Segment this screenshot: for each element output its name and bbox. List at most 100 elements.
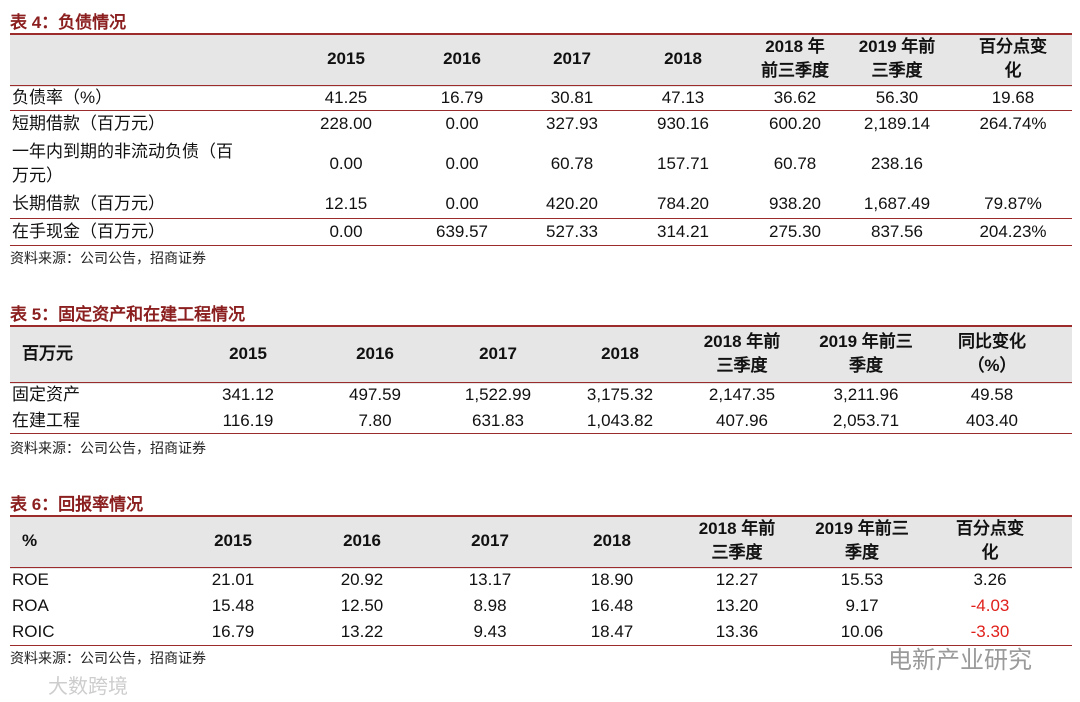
header-cell: 百分点变 化 [956, 519, 1024, 562]
source-note: 资料来源：公司公告，招商证券 [10, 250, 206, 266]
value-cell: 9.17 [845, 595, 879, 615]
value-cell: 639.57 [436, 221, 488, 241]
value-cell: 60.78 [773, 154, 817, 173]
row-label: ROA [12, 595, 49, 615]
value-cell: 837.56 [871, 221, 923, 241]
table-title: 表 6：回报率情况 [10, 495, 144, 514]
value-cell: 238.16 [871, 154, 923, 173]
value-cell: 49.58 [970, 385, 1014, 404]
value-cell: 16.79 [211, 622, 255, 641]
rule-line [10, 110, 1072, 111]
table-title: 表 5：固定资产和在建工程情况 [10, 305, 246, 324]
header-cell: 百万元 [22, 343, 73, 363]
header-cell: 2016 [356, 343, 394, 363]
value-cell: 13.17 [468, 569, 512, 589]
value-cell: 784.20 [657, 194, 709, 213]
value-cell: 18.47 [590, 622, 634, 641]
rule-line [10, 567, 1072, 568]
value-cell: 30.81 [550, 87, 594, 107]
value-cell: 403.40 [966, 410, 1018, 430]
value-cell: 3.26 [973, 569, 1007, 589]
value-cell: 497.59 [349, 385, 401, 404]
value-cell: 3,211.96 [833, 385, 899, 404]
value-cell: 341.12 [222, 385, 274, 404]
value-cell: 16.79 [440, 87, 484, 107]
header-cell: 2017 [479, 343, 517, 363]
value-cell: 3,175.32 [586, 385, 654, 404]
value-cell: 1,687.49 [863, 194, 931, 213]
rule-line [10, 382, 1072, 383]
row-label: ROE [12, 569, 49, 589]
row-label: 在建工程 [12, 410, 80, 430]
value-cell: 631.83 [472, 410, 524, 430]
row-label: 短期借款（百万元） [12, 114, 165, 133]
header-bar [10, 325, 1072, 384]
rule-line [10, 85, 1072, 86]
value-cell: 18.90 [590, 569, 634, 589]
value-cell: 47.13 [661, 87, 705, 107]
value-cell: 12.27 [715, 569, 759, 589]
header-cell: 百分点变 化 [979, 37, 1047, 80]
header-cell: 2018 [664, 49, 702, 68]
value-cell: 16.48 [590, 595, 634, 615]
header-cell: 同比变化 （%） [958, 331, 1026, 375]
rule-line [10, 245, 1072, 246]
value-cell: 13.22 [340, 622, 384, 641]
value-cell: 314.21 [657, 221, 709, 241]
value-cell: 2,189.14 [863, 114, 931, 133]
row-label: 长期借款（百万元） [12, 194, 165, 213]
value-cell: 420.20 [546, 194, 598, 213]
watermark: 电新产业研究 [888, 647, 1032, 674]
value-cell: 204.23% [979, 221, 1047, 241]
rule-line [10, 433, 1072, 434]
header-cell: 2018 [601, 343, 639, 363]
value-cell: 7.80 [358, 410, 392, 430]
value-cell: 15.48 [211, 595, 255, 615]
value-cell: 19.68 [991, 87, 1035, 107]
value-cell: 264.74% [979, 114, 1047, 133]
header-cell: 2018 年前 三季度 [703, 331, 781, 375]
value-cell: 56.30 [875, 87, 919, 107]
row-label: 负债率（%） [12, 87, 113, 107]
header-cell: 2015 [214, 531, 252, 550]
source-note: 资料来源：公司公告，招商证券 [10, 650, 206, 666]
header-cell: 2019 年前三 季度 [815, 519, 909, 562]
row-label: 在手现金（百万元） [12, 221, 165, 241]
value-cell: 157.71 [657, 154, 709, 173]
rule-line [10, 645, 1072, 646]
value-cell: 60.78 [550, 154, 594, 173]
value-cell: 21.01 [211, 569, 255, 589]
value-cell: 0.00 [445, 154, 479, 173]
value-cell: 600.20 [769, 114, 821, 133]
value-cell: -4.03 [970, 595, 1010, 615]
value-cell: 10.06 [840, 622, 884, 641]
value-cell: 15.53 [840, 569, 884, 589]
value-cell: 2,053.71 [832, 410, 900, 430]
value-cell: 0.00 [445, 194, 479, 213]
value-cell: 41.25 [324, 87, 368, 107]
header-cell: 2019 年前三 季度 [819, 331, 913, 375]
header-cell: 2018 [593, 531, 631, 550]
rule-line [10, 218, 1072, 219]
value-cell: -3.30 [970, 622, 1010, 641]
header-cell: 2018 年 前三季度 [761, 37, 829, 80]
header-bar [10, 33, 1072, 87]
value-cell: 8.98 [473, 595, 507, 615]
value-cell: 0.00 [329, 221, 363, 241]
value-cell: 275.30 [769, 221, 821, 241]
value-cell: 12.50 [340, 595, 384, 615]
value-cell: 9.43 [473, 622, 507, 641]
value-cell: 79.87% [984, 194, 1042, 213]
header-cell: 2015 [327, 49, 365, 68]
value-cell: 1,522.99 [464, 385, 532, 404]
row-label: ROIC [12, 622, 55, 641]
value-cell: 13.20 [715, 595, 759, 615]
header-cell: 2019 年前 三季度 [858, 37, 936, 80]
value-cell: 527.33 [546, 221, 598, 241]
header-cell: 2018 年前 三季度 [698, 519, 776, 562]
value-cell: 327.93 [546, 114, 598, 133]
row-label: 固定资产 [12, 385, 80, 404]
value-cell: 20.92 [340, 569, 384, 589]
header-cell: % [22, 531, 38, 550]
